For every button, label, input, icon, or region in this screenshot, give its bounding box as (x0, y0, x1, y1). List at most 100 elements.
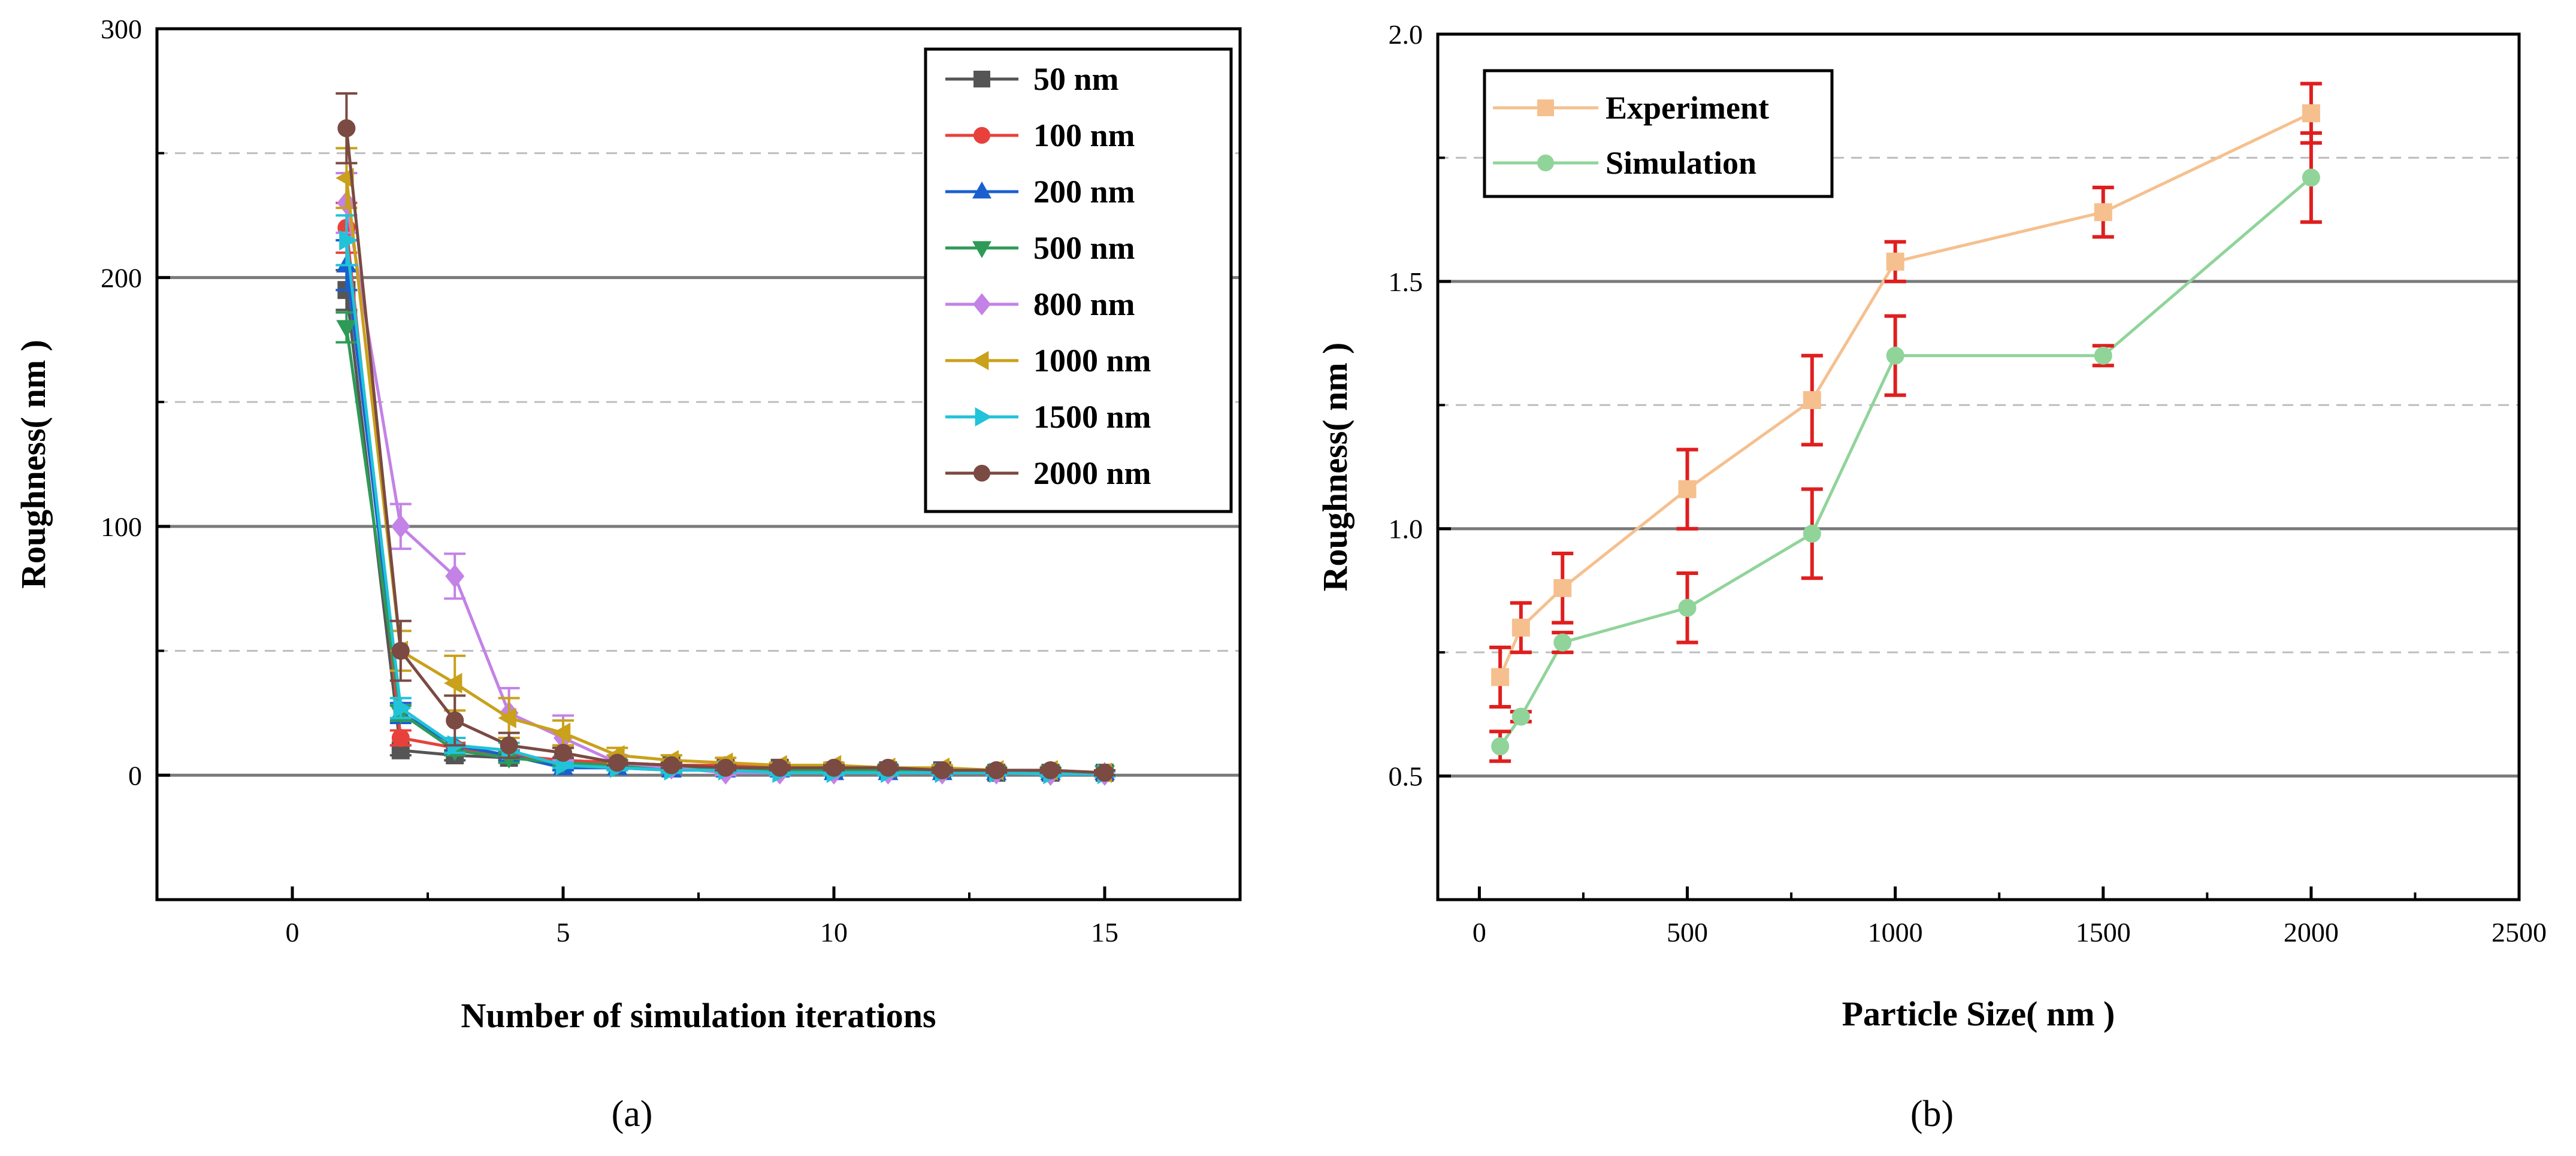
data-point (1553, 579, 1572, 597)
data-point (1511, 707, 1530, 726)
x-tick-label: 0 (286, 917, 300, 948)
legend-label: 2000 nm (1033, 455, 1151, 491)
legend-box (924, 47, 1233, 513)
data-point (662, 756, 681, 774)
y-tick-label: 0 (128, 760, 142, 791)
legend-label: 100 nm (1033, 117, 1135, 153)
chart-a: 0 100 200 300 0 5 10 15 Number of simulation ite… (14, 14, 1242, 1134)
x-tick-label: 15 (1091, 917, 1118, 948)
data-point (445, 564, 465, 588)
legend-item: 1000 nm (945, 343, 1151, 379)
chart-b: 0.5 1.0 1.5 2.0 0 500 1000 1500 2000 2500 Particle… (1316, 19, 2547, 1134)
x-tick-label: 10 (820, 917, 848, 948)
legend-box (1483, 69, 1834, 198)
legend-item: 100 nm (945, 117, 1135, 153)
legend-label: Experiment (1606, 90, 1769, 126)
panel-caption: (b) (1910, 1094, 1954, 1134)
y-axis-title: Roughness( nm ) (14, 340, 53, 589)
legend-swatch-marker (972, 181, 992, 199)
data-point (1511, 618, 1530, 637)
x-axis-title: Number of simulation iterations (461, 996, 936, 1035)
x-tick-label: 500 (1667, 917, 1708, 948)
legend: Experiment Simulation (1483, 69, 1834, 198)
legend-item: 500 nm (945, 230, 1135, 266)
legend-swatch-marker (972, 350, 989, 371)
data-point (444, 673, 462, 694)
data-point (1491, 737, 1510, 756)
series-experiment (1489, 81, 2322, 709)
data-point (393, 698, 412, 719)
data-point (391, 728, 410, 747)
x-tick-label: 5 (557, 917, 570, 948)
legend-item: Experiment (1493, 90, 1769, 126)
legend-item: 50 nm (945, 61, 1119, 97)
y-axis-title: Roughness( nm ) (1316, 343, 1354, 592)
plot-frame (1436, 32, 2521, 901)
data-point (391, 515, 410, 538)
x-axis-title: Particle Size( nm ) (1842, 994, 2115, 1033)
data-point (552, 722, 571, 743)
data-point (498, 707, 516, 728)
legend-label: 1000 nm (1033, 343, 1151, 379)
data-point (337, 119, 356, 138)
legend-swatch-marker (973, 71, 990, 87)
data-point (879, 758, 897, 777)
legend-label: 50 nm (1033, 61, 1119, 97)
data-point (1678, 598, 1697, 617)
data-point (987, 761, 1006, 779)
series-simulation (1489, 131, 2322, 763)
legend-label: 200 nm (1033, 174, 1135, 210)
data-point (1041, 761, 1060, 779)
series-line (1499, 176, 2312, 748)
data-point (335, 168, 354, 189)
data-point (2302, 104, 2320, 123)
legend-swatch-marker (973, 293, 991, 316)
data-point (716, 758, 735, 777)
legend-label: 1500 nm (1033, 399, 1151, 435)
y-tick-label: 300 (101, 14, 142, 44)
data-point (2094, 346, 2112, 365)
data-point (1553, 633, 1572, 652)
data-point (825, 758, 843, 777)
data-point (1096, 764, 1114, 782)
legend-label: Simulation (1606, 145, 1756, 181)
legend: 50 nm 100 nm 200 nm 500 nm 800 nm 1000 nm 1500… (924, 47, 1233, 513)
data-point (391, 641, 410, 660)
y-tick-label: 1.5 (1389, 267, 1423, 297)
legend-label: 500 nm (1033, 230, 1135, 266)
x-tick-label: 2500 (2492, 917, 2547, 948)
data-point (1803, 391, 1821, 410)
y-tick-label: 1.0 (1389, 514, 1423, 544)
series-2000-nm (335, 92, 1115, 782)
x-tick-label: 0 (1473, 917, 1486, 948)
panel-caption: (a) (612, 1094, 653, 1134)
data-point (1491, 668, 1510, 686)
y-tick-label: 0.5 (1389, 761, 1423, 792)
data-point (2094, 203, 2112, 222)
data-point (770, 758, 789, 777)
legend-item: 800 nm (945, 286, 1135, 322)
data-point (1886, 252, 1904, 271)
data-point (554, 743, 572, 762)
legend-swatch-marker (1537, 99, 1554, 116)
legend-item: 200 nm (945, 174, 1135, 210)
legend-swatch-marker (973, 465, 990, 482)
data-point (339, 230, 358, 251)
x-tick-label: 1500 (2076, 917, 2131, 948)
legend-item: 2000 nm (945, 455, 1151, 491)
legend-swatch-marker (972, 241, 992, 258)
data-point (1886, 346, 1904, 365)
x-tick-label: 2000 (2284, 917, 2339, 948)
data-point (2302, 168, 2320, 187)
legend-swatch-marker (973, 127, 990, 144)
legend-swatch-marker (1537, 155, 1554, 171)
y-tick-label: 200 (101, 262, 142, 293)
data-point (1803, 524, 1821, 543)
data-point (500, 736, 518, 755)
data-point (446, 711, 464, 730)
legend-item: Simulation (1493, 145, 1756, 181)
legend-item: 1500 nm (945, 399, 1151, 435)
data-point (1678, 480, 1697, 498)
y-tick-label: 2.0 (1389, 19, 1423, 50)
